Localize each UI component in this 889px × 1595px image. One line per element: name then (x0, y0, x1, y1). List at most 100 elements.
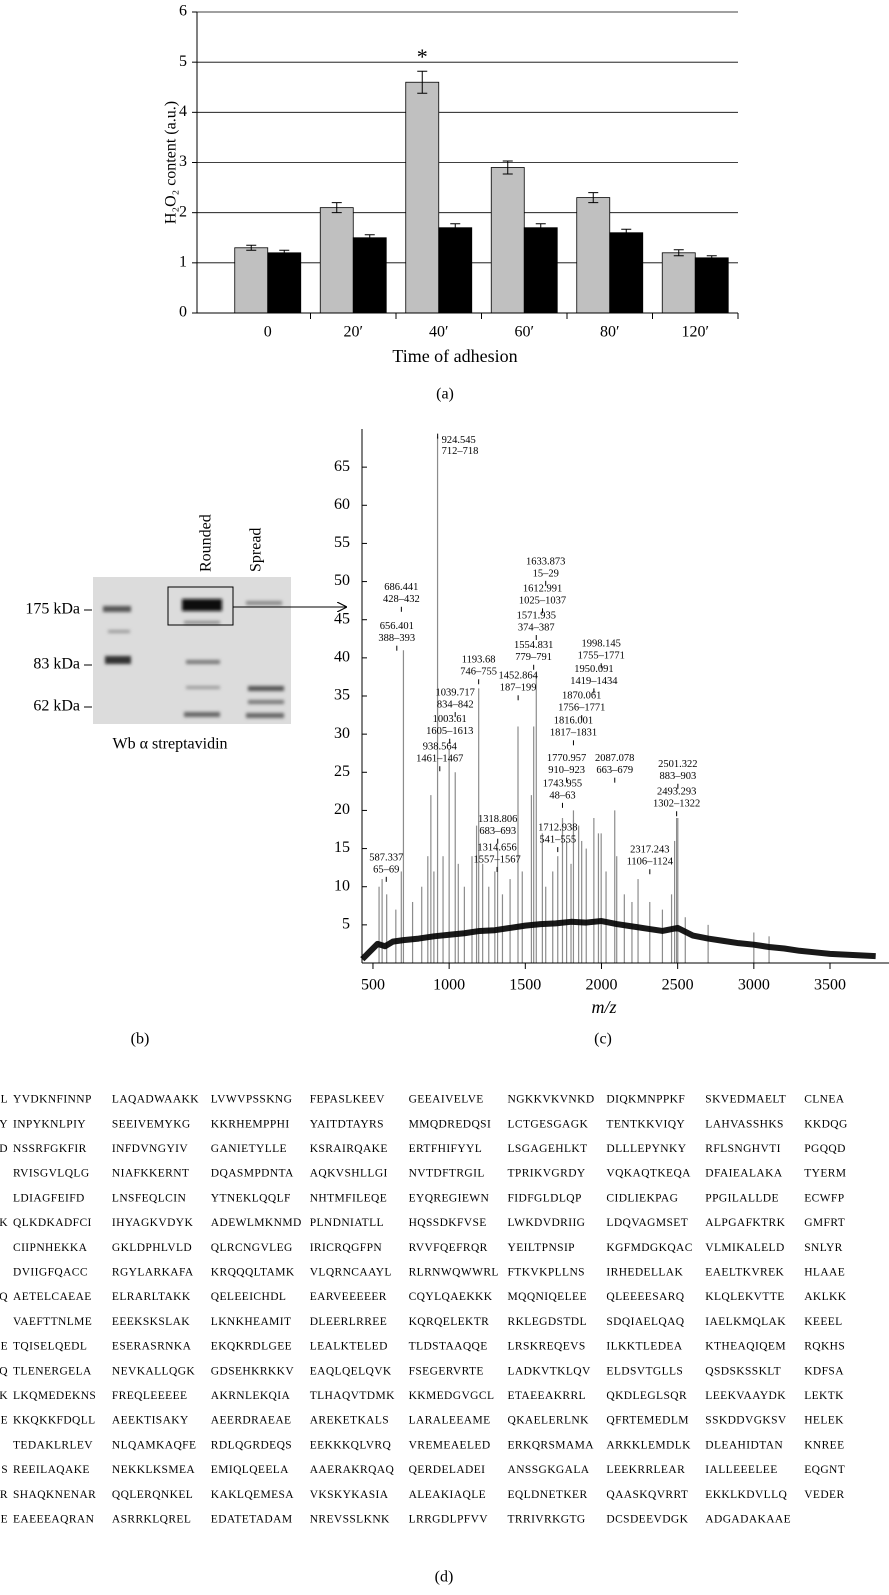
sequence-block: SKVEDMAELT (705, 1094, 786, 1106)
annotation-mz: 1554.831 (514, 640, 553, 651)
sequence-block: VQKAQTKEQA (606, 1168, 691, 1180)
sequence-block: EDATETADAM (211, 1514, 293, 1526)
sequence-block: CLNEA (804, 1094, 845, 1106)
sequence-fragment: S (1, 1464, 8, 1476)
bar (661, 252, 696, 314)
y-tick-label: 55 (334, 534, 350, 551)
error-bar (364, 234, 375, 242)
sequence-block: NREVSSLKNK (310, 1514, 390, 1526)
x-tick-label: 1000 (433, 977, 465, 994)
annotation-mz: 2087.078 (595, 753, 634, 764)
sequence-block: REEILAQAKE (13, 1464, 90, 1476)
y-tick-label: 5 (179, 53, 187, 70)
sequence-block: LVWVPSSKNG (211, 1094, 293, 1106)
annotation-mz: 1039.717 (436, 687, 475, 698)
sequence-block: NHTMFILEQE (310, 1192, 387, 1204)
sequence-block: RDLQGRDEQS (211, 1439, 292, 1451)
y-tick-label: 30 (334, 725, 350, 742)
sequence-block: PGQQD (804, 1143, 846, 1155)
annotation-mz: 1870.061 (562, 691, 601, 702)
sequence-block: GDSEHKRKKV (211, 1365, 295, 1377)
sequence-block: LSGAGEHLKT (508, 1143, 588, 1155)
sequence-block: ERKQRSMAMA (508, 1439, 595, 1451)
bar (405, 81, 440, 314)
annotation-mz: 924.545 (442, 435, 476, 446)
sequence-block: NSSRFGKFIR (13, 1143, 87, 1155)
sequence-block: ALEAKIAQLE (409, 1489, 486, 1501)
panel-caption: (a) (436, 386, 454, 403)
sequence-block: TPRIKVGRDY (508, 1168, 586, 1180)
sequence-block: EKKLKDVLLQ (705, 1489, 787, 1501)
error-bar (246, 244, 257, 251)
annotation-mz: 1633.873 (526, 556, 565, 567)
sequence-block: SNLYR (804, 1242, 843, 1254)
sequence-fragment: Y (0, 1118, 8, 1130)
annotation-mz: 1314.656 (477, 842, 516, 853)
sequence-block: QERDELADEI (409, 1464, 486, 1476)
sequence-block: TRRIVRKGTG (508, 1514, 586, 1526)
sequence-block: ALPGAFKTRK (705, 1217, 785, 1229)
annotation: * (417, 44, 428, 69)
x-tick-label: 1500 (509, 977, 541, 994)
panel-caption: (c) (594, 1031, 612, 1048)
annotation-range: 187–199 (500, 683, 537, 694)
sequence-block: EEKKKQLVRQ (310, 1439, 392, 1451)
sequence-block: FREQLEEEEE (112, 1390, 188, 1402)
annotation-mz: 1816.001 (554, 716, 593, 727)
sequence-block: LDIAGFEIFD (13, 1192, 85, 1204)
sequence-block: KDFSA (804, 1365, 844, 1377)
sequence-fragment: E (1, 1415, 8, 1427)
sequence-block: HQSSDKFVSE (409, 1217, 487, 1229)
error-bar (621, 228, 632, 237)
sequence-block: RQKHS (804, 1341, 845, 1353)
panel-caption: (d) (435, 1569, 454, 1586)
annotation-range: 1605–1613 (426, 726, 473, 737)
sequence-block: LAHVASSHKS (705, 1118, 784, 1130)
sequence-block: TYERM (804, 1168, 846, 1180)
y-tick-label: 20 (334, 801, 350, 818)
annotation-mz: 1571.935 (517, 610, 556, 621)
annotation-mz: 1193.68 (462, 655, 496, 666)
sequence-block: VAEFTTNLME (13, 1316, 92, 1328)
annotation-range: 1817–1831 (550, 728, 597, 739)
sequence-block: HLAAE (804, 1267, 845, 1279)
sequence-block: QELEEICHDL (211, 1291, 287, 1303)
sequence-block: IRHEDELLAK (606, 1267, 683, 1279)
annotation-mz: 1003.61 (433, 714, 467, 725)
sequence-block: PLNDNIATLL (310, 1217, 384, 1229)
annotation-range: 1106–1124 (627, 857, 674, 868)
sequence-block: AETELCAEAE (13, 1291, 92, 1303)
gel-bands (103, 599, 284, 718)
sequence-block: FEPASLKEEV (310, 1094, 385, 1106)
sequence-block: NGKKVKVNKD (508, 1094, 595, 1106)
sequence-block: QLKDKADFCI (13, 1217, 92, 1229)
sequence-block: KQRQELEKTR (409, 1316, 490, 1328)
annotation-range: 388–393 (378, 633, 415, 644)
annotation-mz: 1770.957 (547, 753, 586, 764)
gel-panel: 175 kDa 83 kDa 62 kDa Rounded Spread Wb … (25, 514, 346, 1048)
bar (352, 237, 387, 314)
annotation-mz: 1950.091 (574, 664, 613, 675)
sequence-block: VKSKYKASIA (310, 1489, 389, 1501)
sequence-block: ELDSVTGLLS (606, 1365, 683, 1377)
trace (360, 918, 876, 962)
selection-box (167, 586, 234, 626)
sequence-fragment: E (1, 1341, 8, 1353)
y-tick-label: 60 (334, 496, 350, 513)
annotation-range: 834–842 (437, 699, 474, 710)
sequence-block: QKDLEGLSQR (606, 1390, 687, 1402)
sequence-block: KLQLEKVTTE (705, 1291, 784, 1303)
sequence-block: KKRHEMPPHI (211, 1118, 290, 1130)
sequence-fragment: R (0, 1489, 8, 1501)
y-tick-label: 50 (334, 572, 350, 589)
sequence-block: ELRARLTAKK (112, 1291, 191, 1303)
sequence-block: AAERAKRQAQ (310, 1464, 395, 1476)
sequence-fragment: K (0, 1390, 8, 1402)
bar (576, 197, 611, 314)
sequence-block: EAEEEAQRAN (13, 1514, 95, 1526)
sequence-block: RKLEGDSTDL (508, 1316, 587, 1328)
error-bar (673, 249, 684, 257)
sequence-block: ERTFHIFYYL (409, 1143, 483, 1155)
x-tick-label: 0 (264, 324, 272, 341)
sequence-block: CQYLQAEKKK (409, 1291, 493, 1303)
